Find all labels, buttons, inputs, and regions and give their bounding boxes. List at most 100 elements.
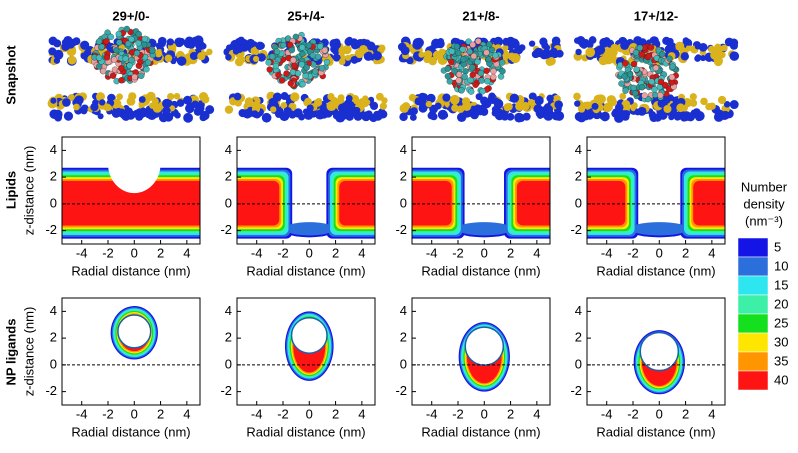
- lipid-bead: [90, 102, 99, 112]
- x-tick-label: 2: [507, 245, 514, 260]
- lipid-bead: [206, 48, 213, 56]
- lipid-bead: [154, 49, 163, 58]
- np-bead: [133, 49, 141, 57]
- y-tick-label: 0: [575, 356, 582, 371]
- np-bead: [125, 40, 132, 47]
- np-bead: [632, 49, 640, 56]
- lipid-bead: [400, 46, 410, 56]
- np-bead: [115, 30, 122, 38]
- lipid-bead: [680, 52, 689, 61]
- np-bead: [472, 81, 479, 88]
- np-bead: [122, 55, 129, 62]
- np-bead: [138, 72, 145, 79]
- lipid-bead: [573, 92, 581, 101]
- lipid-bead: [719, 111, 728, 120]
- row-label: Snapshot: [3, 45, 18, 105]
- lipid-bead: [456, 112, 467, 123]
- y-tick-label: -2: [395, 222, 407, 237]
- np-bead: [294, 70, 302, 77]
- colorbar-swatch: [737, 370, 769, 391]
- column-title: 25+/4-: [287, 8, 324, 23]
- lipid-bead: [432, 50, 442, 60]
- np-core: [290, 316, 328, 354]
- x-tick-label: 2: [682, 245, 689, 260]
- lipid-bead: [138, 96, 146, 103]
- lipid-bead: [73, 103, 80, 111]
- density-band: [237, 180, 280, 226]
- y-tick-label: -2: [570, 222, 582, 237]
- lipid-bead: [545, 57, 555, 66]
- lipid-bead: [621, 100, 631, 109]
- np-bead: [479, 88, 486, 95]
- np-bead: [499, 59, 506, 66]
- lipid-bead: [518, 44, 526, 52]
- lipid-bead: [521, 101, 530, 111]
- lipid-bead: [620, 40, 630, 50]
- y-axis-label: z-distance (nm): [21, 307, 36, 397]
- lipid-bead: [506, 112, 515, 121]
- np-bead: [279, 77, 286, 84]
- np-bead: [477, 70, 485, 77]
- x-tick-label: 0: [306, 406, 313, 421]
- contour-plot: [237, 167, 375, 239]
- np-bead: [453, 43, 461, 50]
- lipid-bead: [666, 40, 674, 48]
- lipid-bead: [236, 46, 244, 53]
- x-axis-label: Radial distance (nm): [246, 424, 365, 439]
- np-bead: [483, 49, 490, 56]
- np-bead: [478, 77, 485, 84]
- y-tick-label: 4: [400, 142, 407, 157]
- np-bead: [135, 40, 142, 47]
- lipid-bead: [591, 102, 599, 110]
- lipid-bead: [554, 111, 565, 121]
- axes-frame: [61, 136, 201, 245]
- lipid-bead: [361, 111, 371, 122]
- np-bead: [280, 42, 287, 49]
- row-label: Lipids: [3, 171, 18, 209]
- lipid-bead: [50, 97, 57, 104]
- np-bead: [451, 67, 458, 75]
- lipid-bead: [416, 96, 427, 107]
- np-bead: [657, 78, 665, 86]
- lipid-bead: [492, 97, 500, 105]
- lipid-bead: [470, 110, 479, 120]
- colorbar-swatch: [737, 256, 769, 277]
- lipid-bead: [176, 56, 187, 66]
- x-axis-label: Radial distance (nm): [421, 263, 540, 278]
- lipid-bead: [245, 38, 256, 49]
- lipid-bead: [593, 46, 603, 57]
- np-bead: [497, 73, 505, 80]
- lipid-bead: [255, 41, 265, 51]
- np-bead: [460, 56, 467, 63]
- lipid-bead: [663, 104, 672, 114]
- lipid-bead: [730, 39, 737, 46]
- lipid-bead: [596, 94, 606, 104]
- lipid-bead: [341, 102, 349, 110]
- np-bead: [98, 43, 105, 50]
- np-bead: [126, 62, 133, 69]
- np-bead: [273, 48, 281, 55]
- np-bead: [272, 62, 279, 70]
- lipid-bead: [350, 55, 359, 64]
- colorbar-swatch: [737, 275, 769, 296]
- y-tick-label: 2: [225, 330, 232, 345]
- y-tick-label: 0: [225, 356, 232, 371]
- lipid-bead: [534, 95, 544, 106]
- np-bead: [638, 84, 646, 91]
- x-tick-label: 4: [708, 406, 715, 421]
- x-tick-label: -4: [76, 406, 88, 421]
- lipid-bead: [303, 110, 314, 120]
- x-axis-label: Radial distance (nm): [596, 263, 715, 278]
- x-tick-label: -2: [277, 406, 289, 421]
- colorbar-title: Number: [741, 179, 788, 194]
- np-bead: [312, 68, 319, 75]
- lipid-bead: [658, 110, 668, 120]
- np-bead: [669, 63, 676, 70]
- y-axis-label: z-distance (nm): [21, 146, 36, 236]
- np-bead: [492, 52, 499, 59]
- y-tick-label: 0: [575, 195, 582, 210]
- lipid-bead: [283, 106, 293, 116]
- np-bead: [266, 66, 273, 73]
- lipid-bead: [252, 55, 260, 63]
- lipid-bead: [500, 112, 509, 121]
